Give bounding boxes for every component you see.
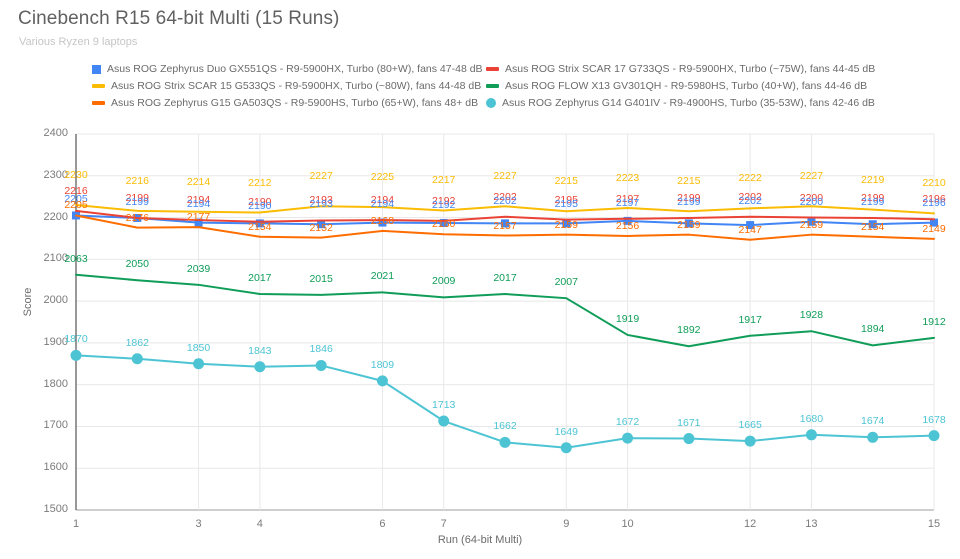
x-tick-label: 12	[744, 518, 757, 530]
x-axis-label: Run (64-bit Multi)	[437, 534, 523, 546]
y-tick-label: 1600	[43, 461, 68, 474]
legend-label: Asus ROG Zephyrus Duo GX551QS - R9-5900H…	[107, 63, 483, 75]
chart-title: Cinebench R15 64-bit Multi (15 Runs)	[18, 8, 340, 29]
chart-subtitle: Various Ryzen 9 laptops	[19, 36, 138, 48]
y-tick-label: 2000	[43, 294, 68, 307]
legend-label: Asus ROG Strix SCAR 15 G533QS - R9-5900H…	[111, 80, 482, 92]
legend-marker-dash-red	[486, 67, 499, 72]
x-tick-label: 4	[256, 518, 263, 530]
y-tick-label: 1500	[43, 503, 68, 515]
y-tick-label: 2300	[43, 168, 68, 181]
legend-item-zephyrus-duo-gx551qs[interactable]: Asus ROG Zephyrus Duo GX551QS - R9-5900H…	[92, 64, 483, 75]
series-lines	[70, 204, 940, 454]
legend-label: Asus ROG Zephyrus G14 G401IV - R9-4900HS…	[502, 97, 875, 109]
legend-item-strix-scar-15-g533qs[interactable]: Asus ROG Strix SCAR 15 G533QS - R9-5900H…	[92, 81, 481, 92]
x-tick-label: 10	[621, 518, 634, 530]
y-tick-label: 1800	[43, 377, 68, 390]
legend-marker-dash-orange	[92, 101, 105, 106]
legend-item-flow-x13-gv301qh[interactable]: Asus ROG FLOW X13 GV301QH - R9-5980HS, T…	[486, 81, 867, 92]
y-tick-label: 2100	[43, 252, 68, 265]
legend-label: Asus ROG FLOW X13 GV301QH - R9-5980HS, T…	[505, 80, 868, 92]
legend-item-zephyrus-g14-g401iv[interactable]: Asus ROG Zephyrus G14 G401IV - R9-4900HS…	[486, 98, 875, 109]
x-tick-label: 15	[927, 518, 941, 530]
y-tick-label: 2200	[43, 210, 68, 223]
legend-marker-dash-green	[486, 84, 499, 89]
legend-marker-circle-cyan	[486, 98, 496, 109]
x-tick-label: 6	[379, 518, 386, 530]
y-tick-label: 1700	[43, 419, 68, 432]
legend-item-zephyrus-g15-ga503qs[interactable]: Asus ROG Zephyrus G15 GA503QS - R9-5900H…	[92, 98, 478, 109]
chart-legend: Asus ROG Zephyrus Duo GX551QS - R9-5900H…	[0, 64, 960, 114]
legend-label: Asus ROG Zephyrus G15 GA503QS - R9-5900H…	[111, 97, 479, 109]
y-tick-label: 2400	[43, 127, 68, 139]
y-tick-label: 1900	[43, 335, 68, 348]
gridlines	[75, 133, 935, 511]
x-tick-label: 1	[72, 518, 80, 530]
legend-item-strix-scar-17-g733qs[interactable]: Asus ROG Strix SCAR 17 G733QS - R9-5900H…	[486, 64, 875, 75]
x-tick-label: 7	[440, 518, 447, 530]
legend-marker-dash-yellow	[92, 84, 105, 89]
legend-marker-square-blue	[92, 64, 101, 74]
x-tick-label: 13	[805, 518, 818, 530]
legend-label: Asus ROG Strix SCAR 17 G733QS - R9-5900H…	[505, 63, 876, 75]
y-axis-label: Score	[22, 287, 34, 317]
x-tick-label: 9	[563, 518, 570, 530]
x-tick-label: 3	[195, 518, 202, 530]
